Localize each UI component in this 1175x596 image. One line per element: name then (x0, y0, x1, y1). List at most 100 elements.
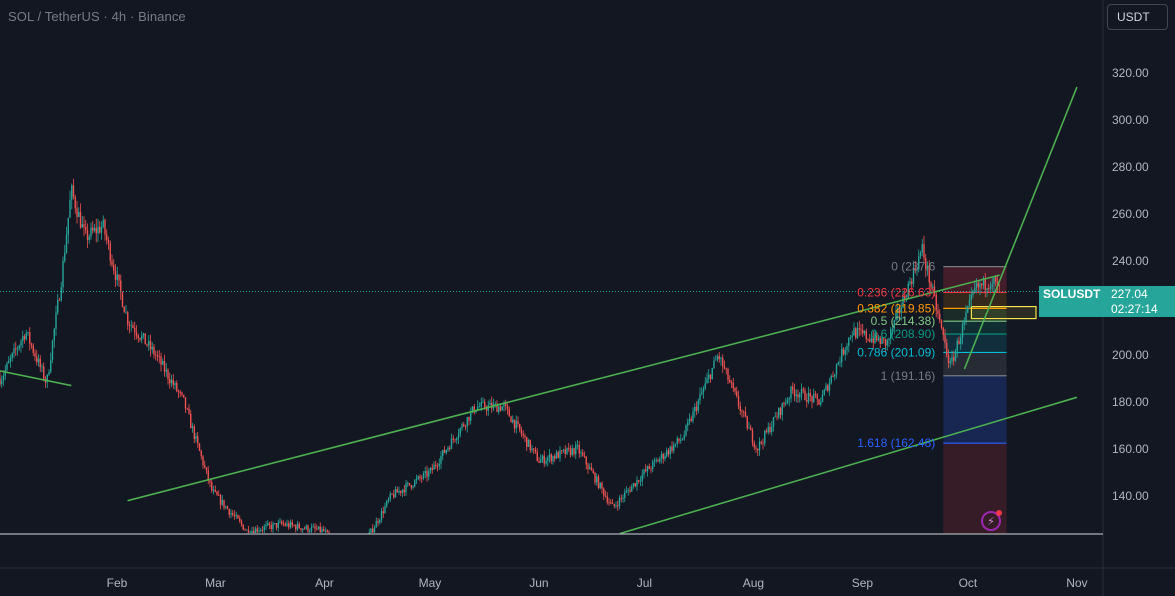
lightning-icon[interactable]: ⚡ (981, 510, 1002, 531)
candle-body (860, 329, 862, 331)
candle (232, 509, 234, 517)
candle (370, 528, 372, 533)
candle (664, 452, 666, 462)
candle-body (820, 402, 822, 405)
candle-body (65, 235, 68, 253)
candle-body (165, 369, 167, 372)
candle (883, 337, 885, 344)
candle-body (62, 260, 64, 288)
candle-body (274, 523, 276, 524)
candle (135, 325, 138, 340)
candle (622, 494, 624, 503)
candle-body (20, 341, 22, 346)
candle-body (991, 284, 993, 287)
candle (946, 338, 948, 358)
candle-body (303, 528, 306, 530)
candle (501, 405, 503, 411)
candle (156, 350, 159, 362)
candle (993, 275, 995, 293)
candle-body (43, 366, 45, 379)
candle (596, 473, 598, 486)
candle (6, 361, 8, 373)
currency-button[interactable]: USDT (1107, 4, 1168, 30)
fib-label-0.382: 0.382 (219.85) (857, 301, 935, 315)
candle (627, 488, 629, 496)
x-tick-label: Jul (637, 576, 652, 590)
candle (286, 519, 288, 528)
candle (300, 527, 302, 533)
candle-body (708, 374, 710, 379)
candle (27, 331, 29, 336)
candle (919, 250, 922, 259)
candle-body (949, 361, 951, 364)
candle (666, 447, 668, 458)
candle-body (594, 472, 596, 483)
candle-body (939, 313, 941, 321)
candle (55, 305, 57, 336)
candle-body (461, 424, 463, 429)
candle-body (907, 283, 909, 299)
candle-body (557, 452, 559, 459)
candle-body (730, 382, 733, 384)
candle-body (727, 368, 729, 381)
trendlines[interactable] (0, 86, 1078, 535)
candle (965, 305, 967, 326)
candle (438, 458, 440, 470)
candle-body (750, 427, 752, 431)
candle-body (30, 343, 33, 346)
trendline[interactable] (963, 86, 1078, 370)
candle-body (16, 348, 19, 350)
candle (321, 526, 323, 533)
candle (802, 386, 804, 394)
candle (734, 387, 736, 395)
candle-body (127, 312, 129, 325)
candle (377, 518, 379, 527)
candle (174, 381, 176, 390)
trendline[interactable] (619, 396, 1078, 535)
candle-body (744, 412, 747, 417)
candle-body (827, 385, 829, 391)
candle (123, 306, 125, 313)
candle (566, 447, 568, 455)
candle-body (307, 525, 309, 532)
candle (197, 431, 199, 448)
candle-body (440, 456, 442, 464)
candle (394, 486, 397, 498)
candle-body (876, 333, 878, 341)
candle (575, 441, 577, 460)
candle-body (888, 338, 890, 341)
candle (491, 396, 493, 413)
candle (818, 399, 820, 406)
candle (807, 386, 810, 405)
candle-body (813, 393, 815, 402)
candle-body (993, 277, 995, 285)
candle (25, 329, 27, 341)
candle (849, 335, 852, 341)
candle (90, 222, 92, 240)
candle-body (298, 523, 300, 529)
candle (65, 226, 68, 254)
candle-body (463, 424, 465, 426)
fib-label-0.618: 0.6 (208.90) (871, 327, 936, 341)
candle-body (482, 401, 484, 403)
trendline[interactable] (127, 274, 1000, 502)
candle (102, 215, 104, 229)
candle (571, 444, 573, 457)
candle (760, 440, 762, 446)
candle-body (909, 281, 911, 284)
candle-body (776, 416, 778, 418)
candle (209, 479, 211, 488)
candle-body (764, 430, 766, 444)
candle-body (464, 425, 467, 427)
candle (792, 382, 794, 394)
candle (240, 519, 243, 527)
candle (9, 354, 12, 368)
candle (538, 457, 540, 464)
candle-body (368, 532, 370, 534)
candle (583, 451, 586, 459)
candle (730, 379, 733, 389)
candle (39, 355, 41, 373)
candle (671, 441, 673, 454)
trendline[interactable] (0, 360, 72, 387)
